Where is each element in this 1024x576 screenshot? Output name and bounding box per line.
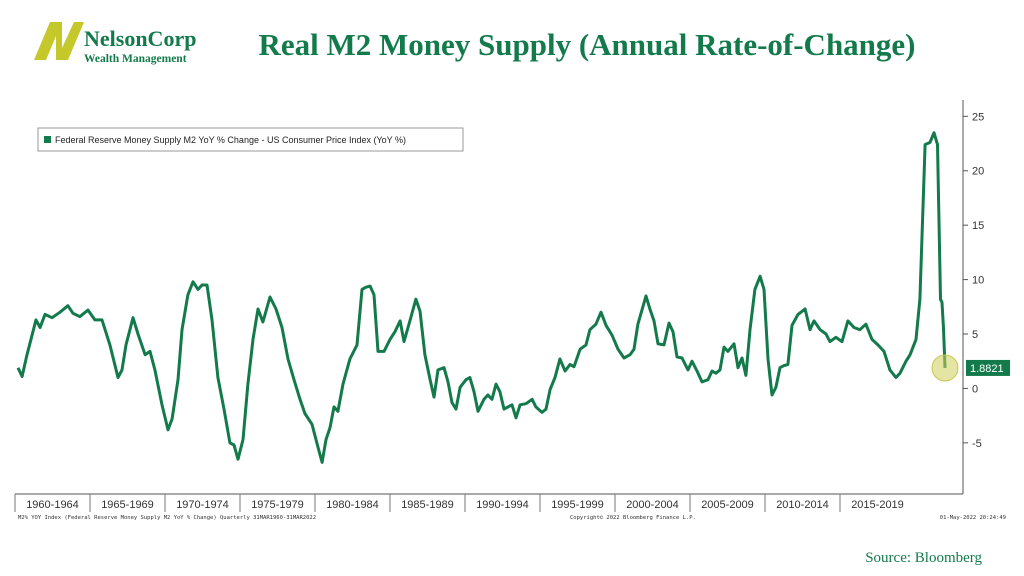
- x-tick-label: 2000-2004: [626, 499, 679, 511]
- x-tick-label: 1970-1974: [176, 499, 229, 511]
- legend-swatch: [44, 136, 51, 143]
- logo-name: NelsonCorp: [84, 26, 196, 51]
- x-tick-label: 1990-1994: [476, 499, 529, 511]
- series-line: [16, 131, 947, 464]
- y-tick-label: 10: [972, 275, 984, 287]
- logo-mark: [34, 22, 84, 60]
- y-tick-label: 5: [972, 329, 978, 341]
- y-tick-label: 0: [972, 383, 978, 395]
- last-value-label: 1.8821: [970, 363, 1004, 375]
- y-tick-label: 15: [972, 220, 984, 232]
- y-tick-label: -5: [972, 438, 982, 450]
- x-tick-label: 1975-1979: [251, 499, 304, 511]
- chart-title: Real M2 Money Supply (Annual Rate-of-Cha…: [258, 27, 915, 62]
- x-tick-label: 1985-1989: [401, 499, 454, 511]
- plot: -5 0 5 10 15 20 25 1960-1964 1965-1969 1970-1974 1…: [14, 111, 1010, 512]
- footer-right: 01-May-2022 20:24:49: [940, 515, 1006, 521]
- y-tick-label: 25: [972, 111, 984, 123]
- x-tick-label: 2015-2019: [851, 499, 904, 511]
- legend-label: Federal Reserve Money Supply M2 YoY % Ch…: [55, 135, 406, 145]
- last-value-box: [966, 359, 1010, 376]
- logo-tagline: Wealth Management: [84, 53, 187, 65]
- x-tick-label: 1980-1984: [326, 499, 379, 511]
- legend-box: [37, 127, 464, 152]
- x-tick-label: 2010-2014: [776, 499, 829, 511]
- footer-center: Copyright© 2022 Bloomberg Finance L.P.: [570, 515, 696, 521]
- logo: NelsonCorp Wealth Management: [34, 22, 196, 65]
- highlight-circle: [931, 354, 959, 382]
- source: Source: Bloomberg: [865, 550, 982, 566]
- x-tick-label: 2005-2009: [701, 499, 754, 511]
- legend: Federal Reserve Money Supply M2 YoY % Ch…: [37, 127, 464, 152]
- y-tick-label: 20: [972, 166, 984, 178]
- x-tick-label: 1995-1999: [551, 499, 604, 511]
- footer-left: M2% YOY Index (Federal Reserve Money Sup…: [18, 515, 316, 521]
- x-tick-label: 1960-1964: [26, 499, 79, 511]
- x-tick-label: 1965-1969: [101, 499, 154, 511]
